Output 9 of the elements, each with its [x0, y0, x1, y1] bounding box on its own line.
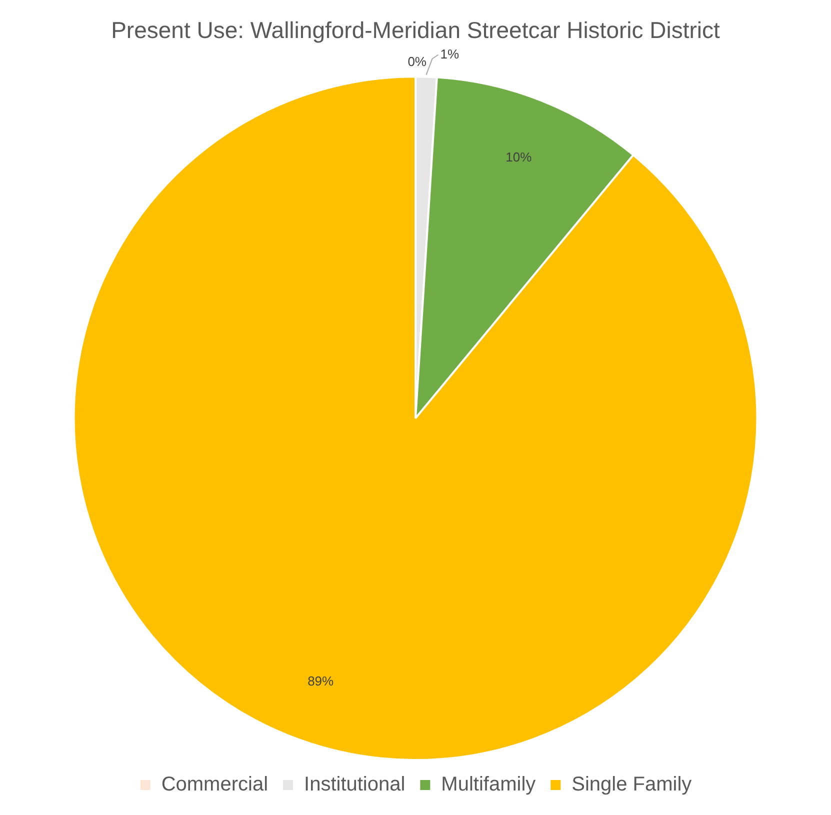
legend-label: Commercial [161, 774, 268, 796]
text: 0% [408, 54, 426, 70]
data-label: 10% [506, 149, 532, 164]
chart-title: Present Use: Wallingford-Meridian Streetcar Historic District [111, 17, 721, 44]
legend-label: Institutional [304, 774, 406, 796]
legend-label: Multifamily [441, 774, 536, 796]
data-label: 89% [308, 674, 334, 689]
legend-label: Single Family [572, 774, 692, 796]
data-label: 1% [440, 46, 460, 62]
